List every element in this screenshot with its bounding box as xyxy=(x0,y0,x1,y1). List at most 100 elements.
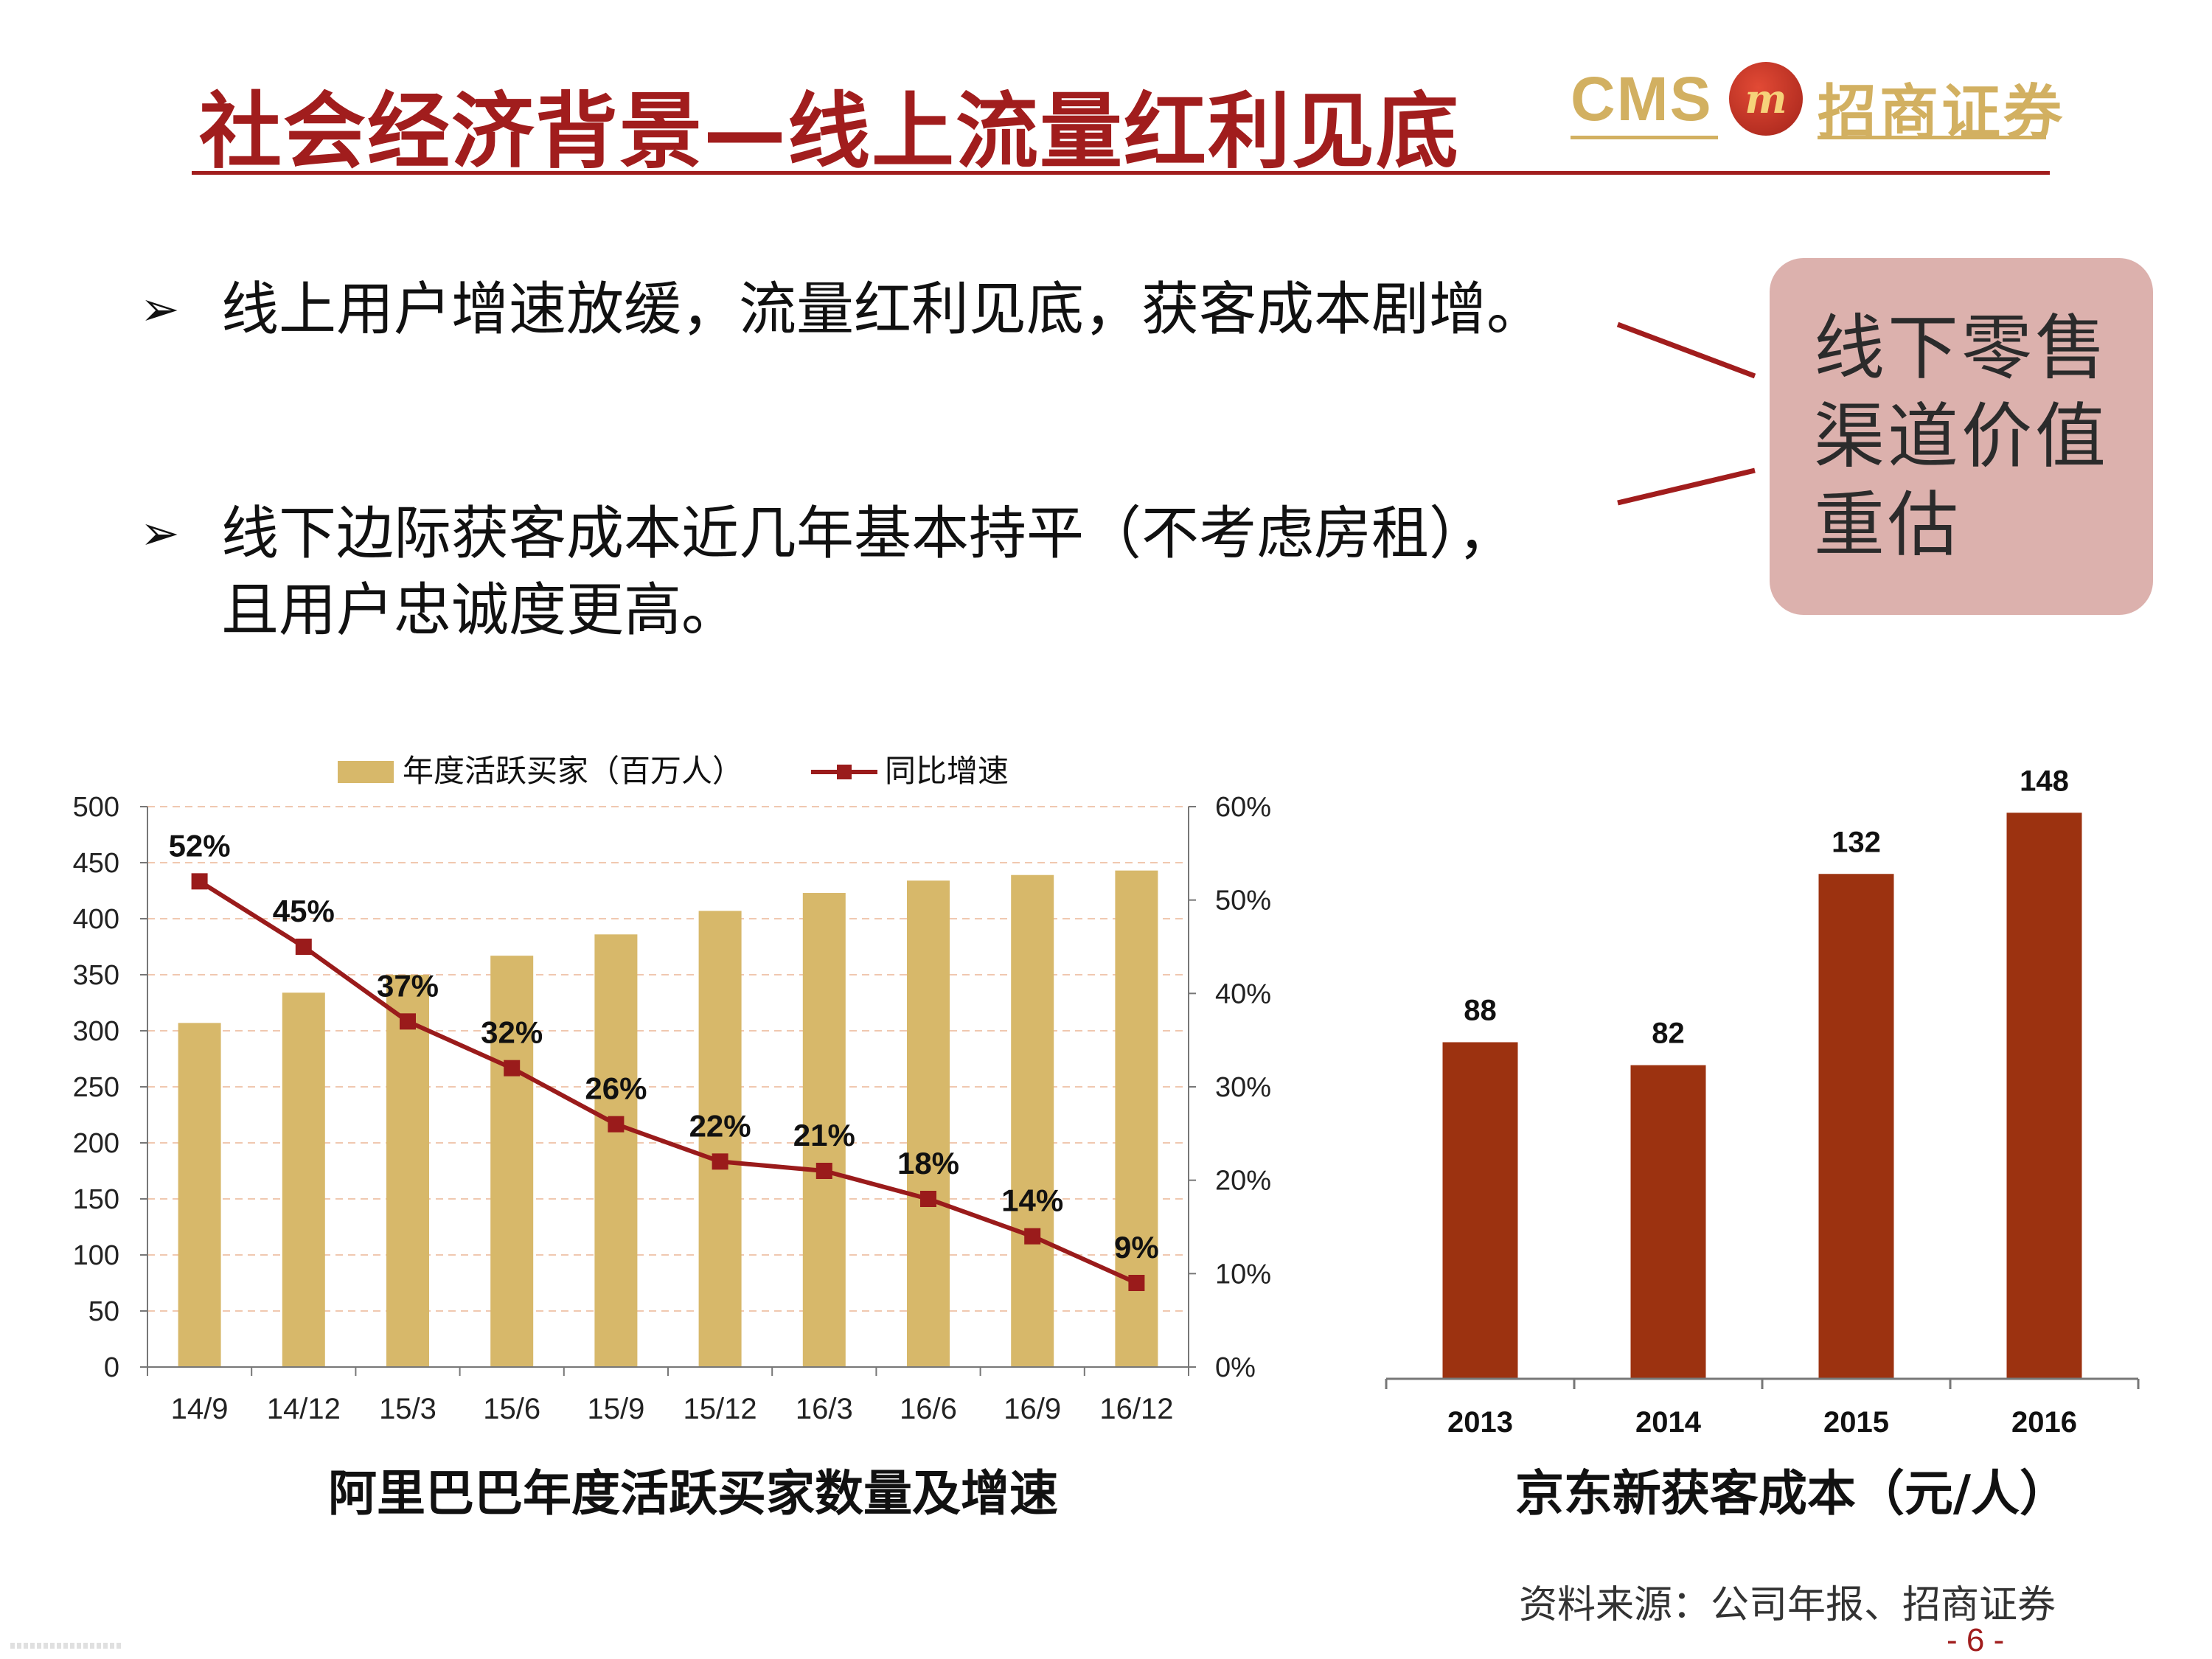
growth-rate-marker xyxy=(815,1163,832,1179)
growth-rate-label: 9% xyxy=(1114,1230,1159,1265)
company-logo: CMS m 招商证券 xyxy=(1563,62,2062,147)
right-chart-caption: 京东新获客成本（元/人） xyxy=(1514,1464,2069,1522)
bar-active-buyers xyxy=(282,992,325,1367)
page-title: 社会经济背景—线上流量红利见底 xyxy=(199,84,1460,180)
logo-underline-left xyxy=(1571,136,1718,139)
bar-value-label: 82 xyxy=(1652,1018,1685,1050)
growth-rate-label: 22% xyxy=(689,1108,751,1143)
bar-acquisition-cost xyxy=(1442,1042,1518,1379)
bar-acquisition-cost xyxy=(1630,1065,1706,1379)
y-left-tick-label: 0 xyxy=(104,1352,119,1383)
y-left-tick-label: 350 xyxy=(73,960,119,991)
y-right-tick-label: 60% xyxy=(1215,792,1271,823)
growth-rate-marker xyxy=(1128,1275,1145,1291)
callout-connectors xyxy=(1616,321,1756,506)
jd-acquisition-cost-chart: 88 2013 82 2014 132 2015 148 2016 xyxy=(1385,767,2140,1439)
bar-active-buyers xyxy=(490,956,534,1367)
bar-active-buyers xyxy=(178,1023,221,1367)
bullet-text: 线上用户增速放缓，流量红利见底，获客成本剧增。 xyxy=(221,276,1545,343)
x-tick-label: 2014 xyxy=(1635,1406,1702,1439)
logo-underline-right xyxy=(1818,136,2046,139)
x-tick-label: 2013 xyxy=(1447,1406,1513,1439)
y-right-tick-label: 50% xyxy=(1215,886,1271,917)
connector-line xyxy=(1617,467,1756,506)
source-note: 资料来源：公司年报、招商证券 xyxy=(1519,1583,2056,1627)
legend-label: 同比增速 xyxy=(885,754,1009,788)
growth-rate-label: 45% xyxy=(273,894,335,928)
legend-swatch-marker xyxy=(837,765,852,779)
x-tick-label: 16/9 xyxy=(1004,1393,1061,1425)
x-tick-label: 16/3 xyxy=(796,1393,853,1425)
x-tick-label: 16/12 xyxy=(1099,1393,1173,1425)
title-underline xyxy=(192,171,2050,175)
bar-acquisition-cost xyxy=(1818,874,1894,1379)
growth-rate-label: 14% xyxy=(1001,1183,1063,1218)
x-tick-label: 15/3 xyxy=(379,1393,437,1425)
y-left-tick-label: 300 xyxy=(73,1016,119,1047)
bar-acquisition-cost xyxy=(2006,813,2082,1379)
x-tick-label: 14/12 xyxy=(267,1393,341,1425)
y-left-tick-label: 250 xyxy=(73,1072,119,1103)
y-right-tick-label: 20% xyxy=(1215,1166,1271,1197)
logo-badge-icon: m xyxy=(1729,62,1803,136)
x-tick-label: 15/9 xyxy=(587,1393,644,1425)
y-left-tick-label: 150 xyxy=(73,1184,119,1215)
growth-rate-marker xyxy=(400,1013,416,1030)
y-left-tick-label: 200 xyxy=(73,1128,119,1159)
y-left-tick-label: 400 xyxy=(73,904,119,935)
bar-active-buyers xyxy=(386,975,429,1367)
bar-active-buyers xyxy=(1115,870,1158,1367)
growth-rate-marker xyxy=(295,939,312,955)
bullet-item: ➢ 线上用户增速放缓，流量红利见底，获客成本剧增。 xyxy=(140,271,1556,434)
growth-rate-label: 32% xyxy=(481,1015,543,1050)
x-tick-label: 2016 xyxy=(2011,1406,2077,1439)
alibaba-buyers-chart: 0 50 100 150 200 250 300 350 400 450 500 0% 10% 20% 30… xyxy=(73,754,1271,1425)
y-left-tick-label: 100 xyxy=(73,1240,119,1271)
page-number: - 6 - xyxy=(1947,1622,2005,1658)
y-left-tick-label: 50 xyxy=(88,1296,119,1327)
bar-value-label: 148 xyxy=(2020,767,2069,797)
bar-active-buyers xyxy=(594,934,638,1367)
y-right-tick-label: 40% xyxy=(1215,978,1271,1009)
callout-box: 线下零售渠道价值重估 xyxy=(1770,258,2153,615)
y-right-tick-label: 0% xyxy=(1215,1352,1256,1383)
x-tick-label: 14/9 xyxy=(171,1393,229,1425)
bar-value-label: 132 xyxy=(1832,826,1881,858)
growth-rate-label: 37% xyxy=(377,968,439,1003)
growth-rate-label: 52% xyxy=(169,828,231,863)
y-right-tick-label: 10% xyxy=(1215,1259,1271,1290)
logo-latin-text: CMS xyxy=(1571,64,1713,133)
connector-line xyxy=(1616,321,1756,379)
watermark xyxy=(10,1643,121,1649)
bar-value-label: 88 xyxy=(1464,995,1497,1027)
arrow-bullet-icon: ➢ xyxy=(140,507,180,561)
x-tick-label: 2015 xyxy=(1823,1406,1889,1439)
legend-label: 年度活跃买家（百万人） xyxy=(403,754,743,788)
logo-chinese-text: 招商证券 xyxy=(1818,78,2065,147)
growth-rate-marker xyxy=(1024,1228,1041,1245)
growth-rate-marker xyxy=(712,1153,728,1170)
bar-active-buyers xyxy=(802,893,846,1367)
y-right-tick-label: 30% xyxy=(1215,1072,1271,1103)
growth-rate-label: 21% xyxy=(793,1118,855,1152)
arrow-bullet-icon: ➢ xyxy=(140,282,180,337)
growth-rate-marker xyxy=(920,1191,936,1207)
growth-rate-marker xyxy=(191,873,208,890)
bar-active-buyers xyxy=(1011,874,1054,1367)
bullet-text: 线下边际获客成本近几年基本持平（不考虑房租），且用户忠诚度更高。 xyxy=(221,501,1516,644)
growth-rate-marker xyxy=(608,1116,625,1133)
legend-swatch-bar xyxy=(338,761,394,783)
bullet-item: ➢ 线下边际获客成本近几年基本持平（不考虑房租），且用户忠诚度更高。 xyxy=(140,495,1556,658)
x-tick-label: 15/6 xyxy=(483,1393,540,1425)
growth-rate-marker xyxy=(504,1060,521,1077)
x-tick-label: 16/6 xyxy=(900,1393,957,1425)
y-left-tick-label: 450 xyxy=(73,848,119,879)
y-left-tick-label: 500 xyxy=(73,792,119,823)
bar-active-buyers xyxy=(698,911,742,1367)
bar-active-buyers xyxy=(907,880,950,1367)
left-chart-caption: 阿里巴巴年度活跃买家数量及增速 xyxy=(328,1464,1058,1522)
x-tick-label: 15/12 xyxy=(684,1393,757,1425)
growth-rate-label: 26% xyxy=(585,1071,647,1106)
growth-rate-label: 18% xyxy=(897,1146,959,1180)
callout-text: 线下零售渠道价值重估 xyxy=(1814,307,2109,566)
